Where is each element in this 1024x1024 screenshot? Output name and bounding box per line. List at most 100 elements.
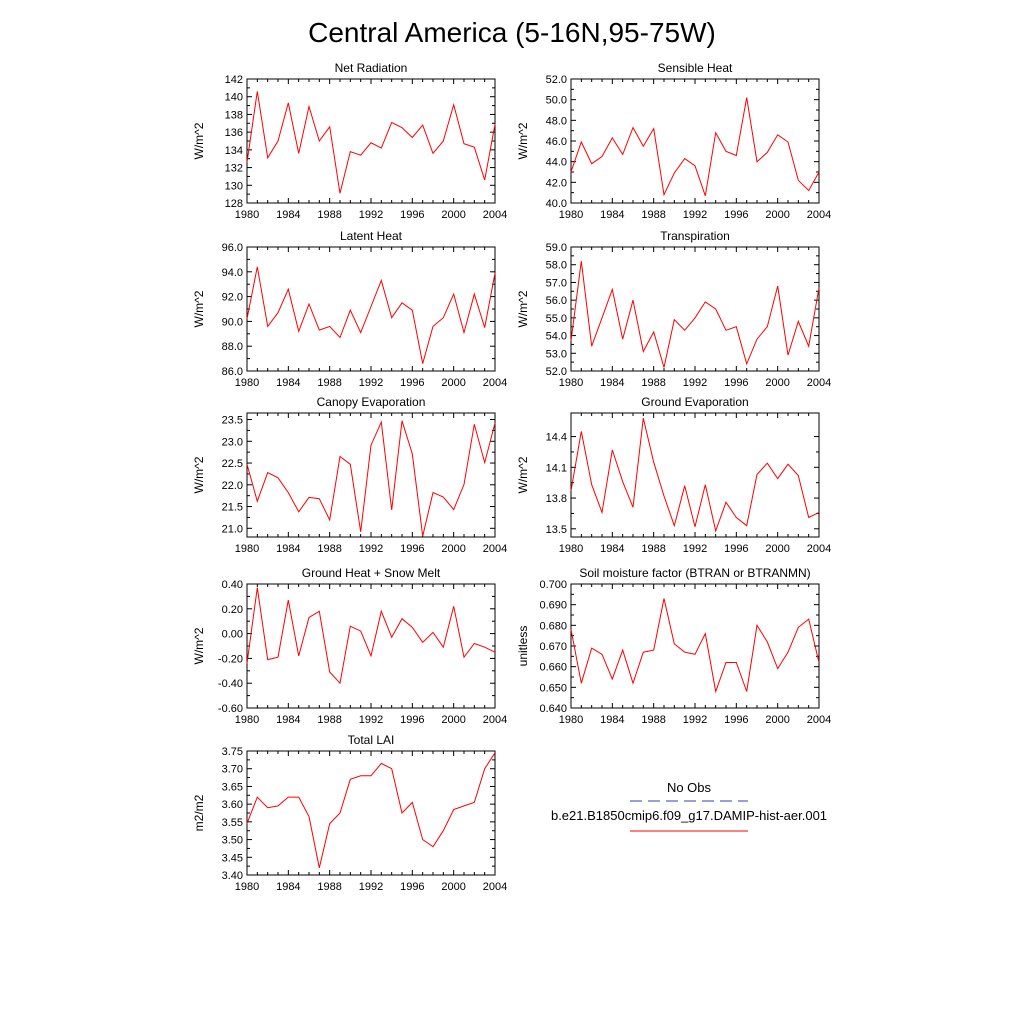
chart-panel: Ground Evaporation 13.5 13.8 14.1 14.4 1980 19… [516,395,831,555]
y-tick-label: 90.0 [222,316,243,328]
x-tick-label: 2000 [441,714,465,726]
x-tick-label: 1980 [559,209,583,221]
y-axis-label: W/m^2 [192,122,206,159]
x-tick-label: 1984 [600,377,624,389]
x-tick-label: 1992 [683,543,707,555]
y-tick-label: 21.5 [222,502,243,514]
x-tick-label: 2004 [483,881,507,893]
x-tick-label: 1996 [400,377,424,389]
x-tick-label: 1980 [235,209,259,221]
x-tick-label: 1988 [641,714,665,726]
x-tick-label: 1992 [683,209,707,221]
y-tick-label: 58.0 [546,260,567,272]
x-tick-label: 1984 [600,543,624,555]
y-tick-label: 3.65 [222,781,243,793]
x-tick-label: 2004 [807,209,831,221]
x-tick-label: 2000 [765,543,789,555]
y-tick-label: 3.50 [222,835,243,847]
x-tick-label: 2004 [807,377,831,389]
y-axis-label: W/m^2 [516,456,530,493]
x-tick-label: 1996 [724,209,748,221]
y-tick-label: 96.0 [222,242,243,254]
chart-panel: Sensible Heat 40.0 42.0 44.0 46.0 48.0 50.0 52.… [516,61,831,221]
x-tick-label: 1988 [641,209,665,221]
x-tick-label: 1984 [276,714,300,726]
x-tick-label: 2000 [765,377,789,389]
panel-title: Net Radiation [335,61,408,75]
y-tick-label: 92.0 [222,292,243,304]
x-tick-label: 1980 [559,543,583,555]
panel-title: Ground Evaporation [641,395,748,409]
panel-title: Canopy Evaporation [317,395,426,409]
y-tick-label: 0.650 [539,682,567,694]
x-tick-label: 1992 [359,377,383,389]
y-tick-label: 3.60 [222,799,243,811]
x-tick-label: 1992 [683,714,707,726]
series-line [246,587,496,685]
x-tick-label: 2000 [441,377,465,389]
y-tick-label: 42.0 [546,177,567,189]
panel-title: Latent Heat [340,229,403,243]
x-tick-label: 1984 [276,377,300,389]
y-tick-label: 23.5 [222,415,243,427]
x-tick-label: 1992 [359,543,383,555]
y-tick-label: 0.00 [222,629,243,641]
plot-frame [246,750,496,876]
y-tick-label: 130 [225,180,243,192]
x-tick-label: 1996 [400,209,424,221]
y-tick-label: 132 [225,163,243,175]
chart-panel: Latent Heat 86.0 88.0 90.0 92.0 94.0 96.0 1980 1… [192,229,507,389]
y-tick-label: 3.75 [222,746,243,758]
y-axis-label: W/m^2 [192,290,206,327]
y-tick-label: 88.0 [222,341,243,353]
y-tick-label: 54.0 [546,331,567,343]
plot-frame [246,583,496,709]
y-axis-label: W/m^2 [192,627,206,664]
plot-frame [570,246,820,372]
legend-model-label: b.e21.B1850cmip6.f09_g17.DAMIP-hist-aer.… [551,808,827,823]
x-tick-label: 2004 [483,714,507,726]
x-tick-label: 1984 [600,209,624,221]
page-title: Central America (5-16N,95-75W) [308,17,716,48]
panel-title: Transpiration [660,229,730,243]
y-tick-label: 13.5 [546,524,567,536]
y-tick-label: 0.700 [539,579,567,591]
y-tick-label: 3.45 [222,852,243,864]
series-line [570,261,820,368]
x-tick-label: 1984 [276,543,300,555]
y-axis-label: W/m^2 [516,122,530,159]
y-axis-label: W/m^2 [192,456,206,493]
legend-obs-label: No Obs [667,780,712,795]
chart-panel: Net Radiation 128 130 132 134 136 138 140 142 198… [192,61,507,221]
x-tick-label: 1988 [317,714,341,726]
y-tick-label: 40.0 [546,198,567,210]
x-tick-label: 2000 [441,209,465,221]
y-tick-label: 59.0 [546,242,567,254]
panel-title: Total LAI [348,733,395,747]
x-tick-label: 1988 [641,543,665,555]
series-line [570,417,820,533]
y-axis-label: W/m^2 [516,290,530,327]
y-tick-label: 57.0 [546,277,567,289]
x-tick-label: 1992 [359,714,383,726]
y-tick-label: 142 [225,74,243,86]
x-tick-label: 1996 [400,881,424,893]
series-line [246,266,496,364]
x-tick-label: 1980 [235,377,259,389]
y-tick-label: 53.0 [546,348,567,360]
y-tick-label: 13.8 [546,493,567,505]
y-tick-label: 138 [225,109,243,121]
x-tick-label: 1988 [317,543,341,555]
y-tick-label: 46.0 [546,136,567,148]
chart-panel: Ground Heat + Snow Melt -0.60 -0.40 -0.20 0.… [192,566,507,726]
y-tick-label: 0.40 [222,579,243,591]
x-tick-label: 1992 [359,209,383,221]
x-tick-label: 1996 [400,543,424,555]
plot-frame [570,78,820,204]
legend: No Obs b.e21.B1850cmip6.f09_g17.DAMIP-hi… [551,780,827,832]
chart-panel: Total LAI 3.40 3.45 3.50 3.55 3.60 3.65 3.70 3.7… [192,733,507,893]
y-tick-label: 14.1 [546,462,567,474]
series-line [570,598,820,694]
y-tick-label: 0.680 [539,620,567,632]
